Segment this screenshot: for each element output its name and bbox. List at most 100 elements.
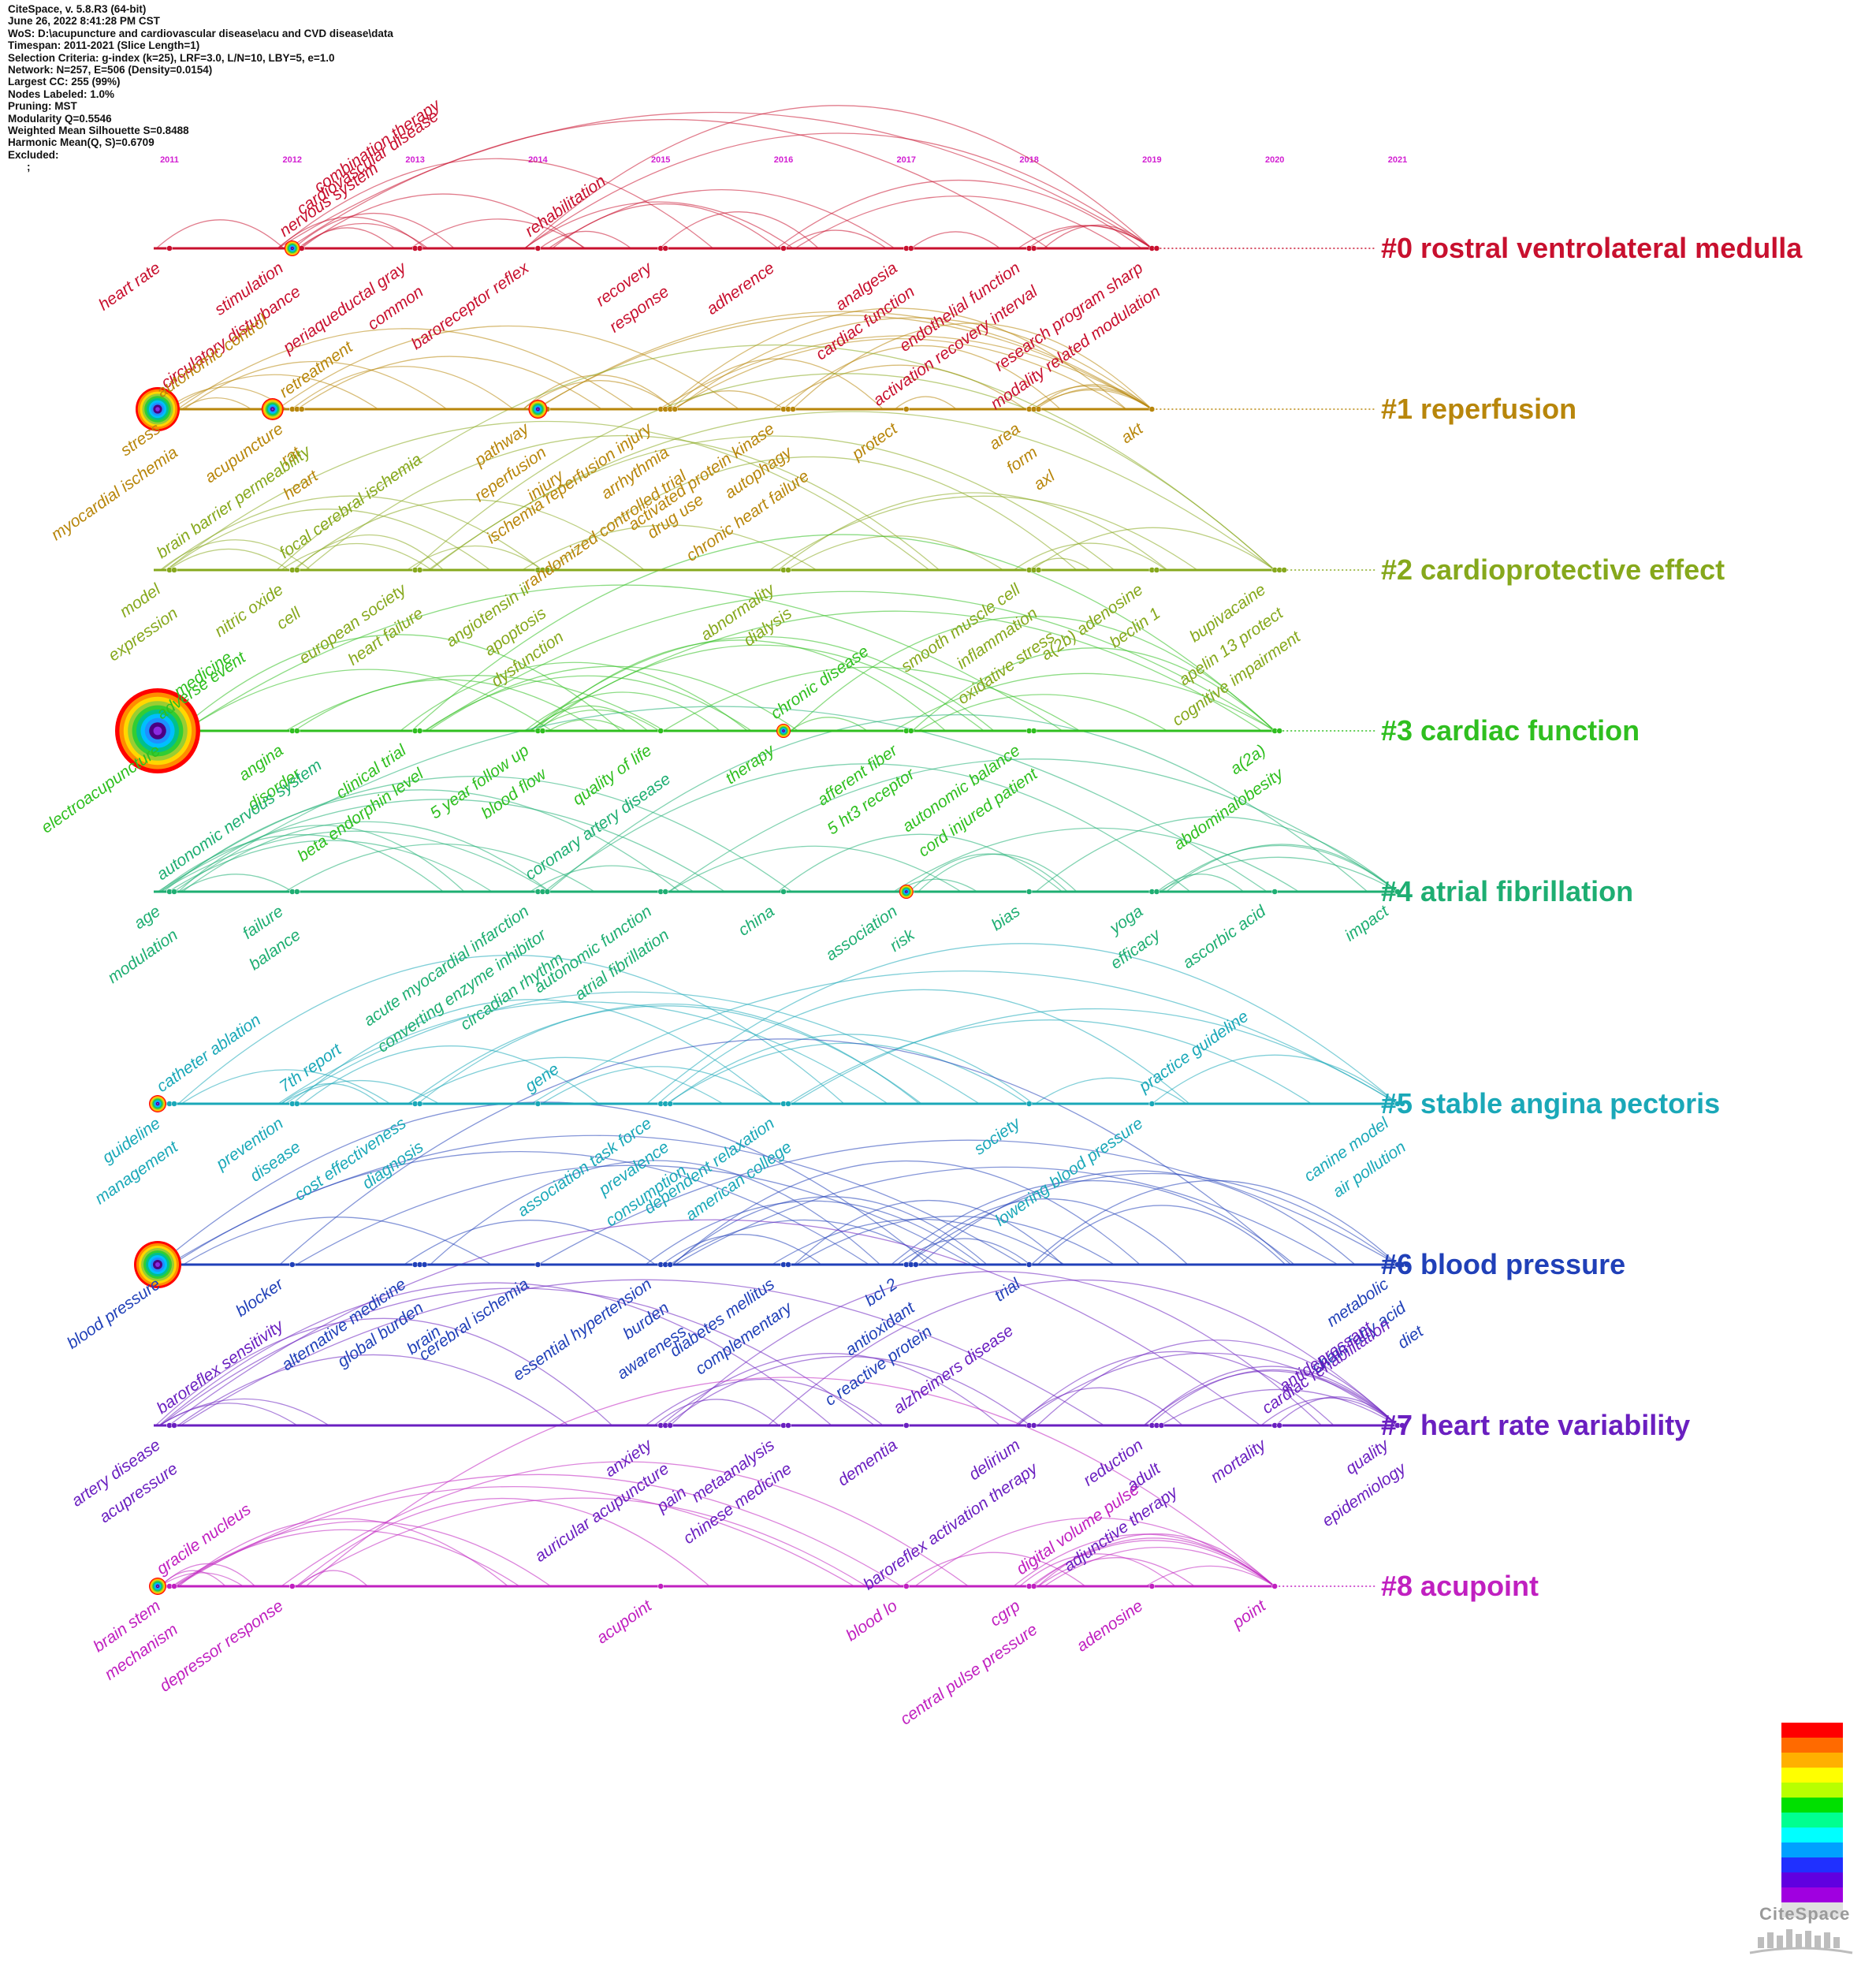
arc-reperfusion-8 (675, 317, 1152, 410)
node-cognitive-impairment (1281, 567, 1287, 573)
arc-blood-pressure-9 (645, 1200, 981, 1265)
arc-heart-rate-variability-13 (158, 1282, 832, 1426)
arc-atrial-fibrillation-15 (177, 825, 465, 892)
cluster-label-heart-rate-variability: #7 heart rate variability (1381, 1409, 1690, 1441)
arc-rostral-ventrolateral-medulla-23 (155, 219, 285, 249)
arc-cardioprotective-effect-5 (166, 420, 930, 571)
arc-atrial-fibrillation-11 (1035, 816, 1398, 892)
arc-heart-rate-variability-3 (653, 1399, 780, 1426)
keyword-protect: protect (848, 419, 902, 464)
arc-reperfusion-10 (670, 358, 884, 410)
cluster-timelines (154, 247, 1398, 1588)
keyword-abdominalobesity: abdominalobesity (1171, 764, 1287, 853)
arc-heart-rate-variability-15 (645, 1379, 884, 1426)
node-cardiac-function (908, 245, 914, 251)
keyword-modulation: modulation (105, 926, 181, 987)
arc-cardiac-function-19 (912, 647, 1275, 732)
node-blood-lo (903, 1583, 910, 1589)
node-modality-related-modulation (1153, 245, 1160, 251)
keyword-practice-guideline: practice guideline (1135, 1008, 1252, 1097)
arc-blood-pressure-5 (906, 1173, 1398, 1265)
arc-stable-angina-pectoris-23 (646, 943, 1398, 1105)
keyword-risk: risk (887, 925, 919, 955)
cluster-label-cardioprotective-effect: #2 cardioprotective effect (1381, 553, 1725, 586)
arc-acupoint-2 (914, 1517, 1275, 1587)
year-tick-2021: 2021 (1388, 155, 1407, 165)
arc-stable-angina-pectoris-21 (667, 1034, 1034, 1105)
arc-rostral-ventrolateral-medulla-14 (300, 227, 395, 249)
arc-blood-pressure-16 (891, 1180, 1295, 1265)
arc-heart-rate-variability-0 (768, 1279, 1398, 1426)
arc-heart-rate-variability-14 (1014, 1387, 1183, 1426)
node-dysfunction (544, 567, 551, 573)
legend-swatch-8 (1781, 1842, 1843, 1857)
legend-swatch-10 (1781, 1872, 1843, 1887)
arc-acupoint-11 (1044, 1547, 1275, 1587)
arc-atrial-fibrillation-3 (168, 840, 493, 892)
info-line-separator: ; (27, 161, 31, 173)
arc-reperfusion-23 (170, 374, 379, 410)
arc-atrial-fibrillation-17 (1161, 845, 1398, 892)
node-consumption (667, 1101, 673, 1107)
arc-heart-rate-variability-25 (1017, 1351, 1334, 1426)
keyword-age: age (131, 902, 164, 933)
arc-stable-angina-pectoris-5 (417, 1003, 920, 1105)
arc-atrial-fibrillation-1 (547, 714, 1368, 892)
node-baroreflex-activation-therapy (1030, 1422, 1037, 1429)
node-bias (1025, 889, 1033, 895)
keyword-bcl-2: bcl 2 (862, 1275, 901, 1310)
arc-atrial-fibrillation-12 (668, 758, 1398, 892)
legend-swatch-2 (1781, 1753, 1843, 1768)
arc-stable-angina-pectoris-20 (285, 991, 980, 1105)
keyword-heart-rate: heart rate (95, 259, 164, 314)
info-line-network: Network: N=257, E=506 (Density=0.0154) (8, 64, 213, 76)
arc-acupoint-19 (296, 1497, 867, 1587)
arc-acupoint-5 (1037, 1533, 1275, 1587)
arc-reperfusion-12 (658, 335, 1152, 410)
node-disease (294, 1101, 300, 1107)
keyword-adenosine: adenosine (1074, 1597, 1147, 1655)
arc-acupoint-7 (178, 1518, 508, 1587)
keyword-blood-pressure: blood pressure (64, 1275, 164, 1353)
arc-reperfusion-19 (291, 366, 514, 410)
keyword-cgrp: cgrp (987, 1597, 1024, 1630)
node-atrial-fibrillation (662, 889, 668, 895)
burst-node-acupuncture (136, 387, 180, 431)
legend-swatch-11 (1781, 1887, 1843, 1902)
cluster-label-cardiac-function: #3 cardiac function (1381, 714, 1640, 747)
node-modulation (171, 889, 177, 895)
arc-rostral-ventrolateral-medulla-7 (293, 212, 455, 249)
node-management (171, 1101, 177, 1107)
arc-atrial-fibrillation-14 (173, 706, 1267, 892)
arc-cardioprotective-effect-15 (412, 373, 1275, 571)
legend-swatch-7 (1781, 1828, 1843, 1842)
node-oxidative-stress (1035, 567, 1042, 573)
legend-swatch-0 (1781, 1723, 1843, 1738)
arc-rostral-ventrolateral-medulla-0 (539, 230, 632, 249)
legend-swatch-1 (1781, 1738, 1843, 1753)
legend-swatch-12 (1781, 1902, 1843, 1917)
arc-cardiac-function-11 (534, 709, 660, 732)
arc-rostral-ventrolateral-medulla-21 (277, 216, 426, 249)
arc-heart-rate-variability-11 (1148, 1369, 1398, 1426)
keyword-dementia: dementia (835, 1436, 901, 1489)
arc-cardiac-function-24 (428, 665, 798, 732)
keyword-point: point (1229, 1597, 1270, 1633)
arc-blood-pressure-24 (897, 1238, 1031, 1265)
keyword-expression: expression (105, 604, 181, 665)
info-line-nodes-labeled: Nodes Labeled: 1.0% (8, 88, 115, 100)
year-tick-2019: 2019 (1142, 155, 1161, 165)
arc-rostral-ventrolateral-medulla-20 (659, 211, 819, 249)
arc-cardiac-function-16 (285, 675, 665, 732)
legend-swatch-3 (1781, 1768, 1843, 1783)
node-china (780, 889, 787, 895)
citespace-logo: CiteSpace (1742, 1896, 1860, 1959)
cluster-label-rostral-ventrolateral-medulla: #0 rostral ventrolateral medulla (1381, 232, 1803, 264)
arc-heart-rate-variability-6 (180, 1279, 1105, 1426)
arc-rostral-ventrolateral-medulla-4 (277, 111, 1152, 249)
arc-cardiac-function-2 (529, 610, 1263, 732)
node-air-pollution (1399, 1101, 1405, 1107)
burst-node-reperfusion (528, 400, 548, 419)
arc-heart-rate-variability-23 (158, 1398, 329, 1426)
burst-node-cardiovascular-disease (284, 240, 300, 256)
